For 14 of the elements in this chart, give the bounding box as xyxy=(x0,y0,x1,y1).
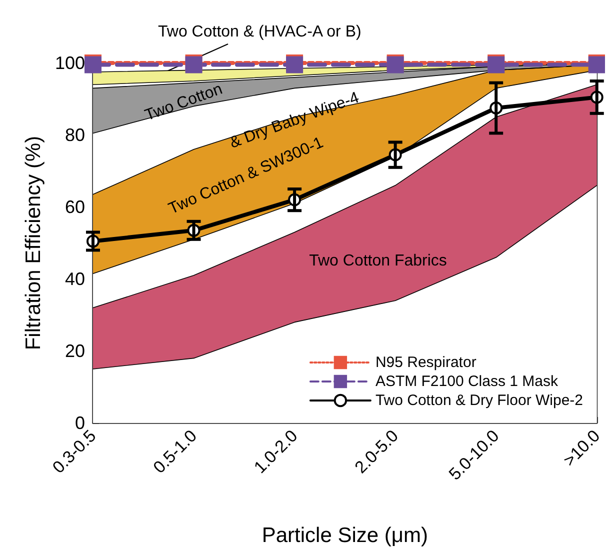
y-tick-label: 40 xyxy=(64,269,85,289)
text: Two Cotton & (HVAC-A or B) xyxy=(158,24,362,40)
y-tick-label: 80 xyxy=(64,125,85,145)
y-tick-label: 100 xyxy=(54,53,85,73)
legend-label: Two Cotton & Dry Floor Wipe-2 xyxy=(375,392,583,409)
y-tick-label: 0 xyxy=(74,413,85,433)
y-axis-title: Filtration Efficiency (%) xyxy=(22,136,46,350)
legend-label: ASTM F2100 Class 1 Mask xyxy=(375,373,558,390)
annotation: Two Cotton xyxy=(142,80,225,124)
y-tick-label: 20 xyxy=(64,341,85,361)
x-axis-title: Particle Size (μm) xyxy=(262,524,428,547)
y-tick-label: 60 xyxy=(64,197,85,217)
annotation: Two Cotton Fabrics xyxy=(309,252,447,270)
legend-label: N95 Respirator xyxy=(375,354,476,371)
